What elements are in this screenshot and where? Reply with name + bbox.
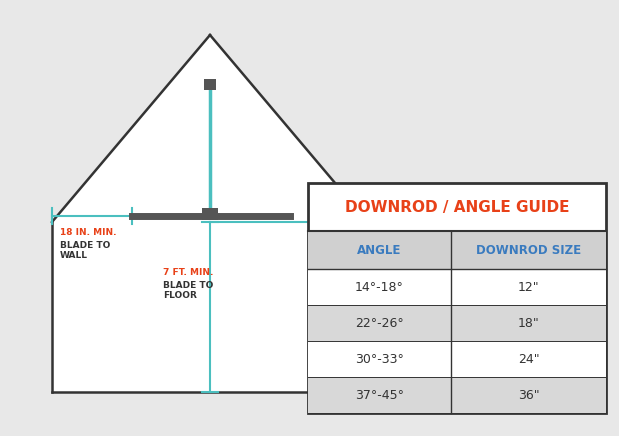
Text: 37°-45°: 37°-45° <box>355 388 404 402</box>
Bar <box>202 208 218 220</box>
Text: 14°-18°: 14°-18° <box>355 280 404 293</box>
Text: 12": 12" <box>517 280 539 293</box>
Text: 18 IN. MIN.: 18 IN. MIN. <box>60 228 116 237</box>
Text: DOWNROD SIZE: DOWNROD SIZE <box>476 243 581 256</box>
Text: 18": 18" <box>517 317 539 330</box>
Bar <box>204 79 216 90</box>
Bar <box>308 269 606 305</box>
Text: ANGLE: ANGLE <box>357 243 402 256</box>
Text: 24": 24" <box>517 352 539 365</box>
Text: 30°-33°: 30°-33° <box>355 352 404 365</box>
Text: DOWNROD / ANGLE GUIDE: DOWNROD / ANGLE GUIDE <box>345 200 569 215</box>
Bar <box>308 183 606 413</box>
Text: 7 FT. MIN.: 7 FT. MIN. <box>163 268 214 277</box>
Text: BLADE TO
WALL: BLADE TO WALL <box>60 241 110 260</box>
Bar <box>308 377 606 413</box>
Polygon shape <box>52 35 368 392</box>
Bar <box>308 305 606 341</box>
Text: BLADE TO
FLOOR: BLADE TO FLOOR <box>163 281 214 300</box>
Text: 36": 36" <box>517 388 539 402</box>
Bar <box>308 231 606 269</box>
Bar <box>308 341 606 377</box>
Text: 22°-26°: 22°-26° <box>355 317 404 330</box>
